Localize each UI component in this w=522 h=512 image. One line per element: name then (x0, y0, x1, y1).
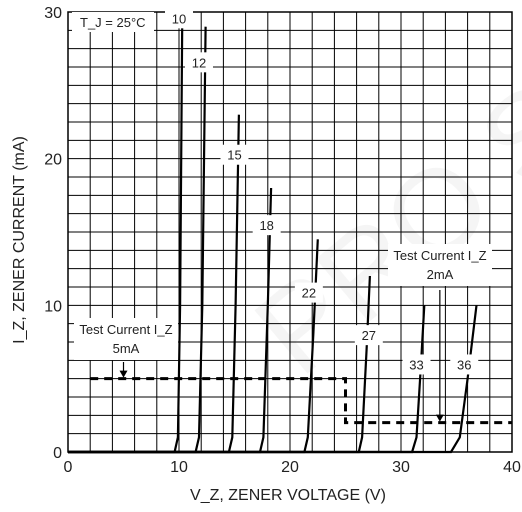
curve-label-box (252, 215, 281, 236)
x-tick-label: 20 (281, 459, 299, 476)
zener-curve-15 (68, 114, 240, 454)
y-axis-label: I_Z, ZENER CURRENT (mA) (11, 136, 28, 344)
tj-annotation-box (72, 12, 154, 32)
y-tick-label: 30 (44, 5, 62, 22)
curve-label-27: 27 (362, 328, 376, 343)
curve-label-box (184, 52, 213, 73)
curve-label-18: 18 (259, 218, 273, 233)
curve-label-box (402, 354, 431, 375)
curve-label-10: 10 (172, 11, 186, 26)
y-tick-label: 20 (44, 152, 62, 169)
x-tick-label: 10 (170, 459, 188, 476)
curve-labels: 10 12 15 18 22 27 33 36 (165, 8, 479, 375)
curve-label-33: 33 (409, 357, 423, 372)
curve-label-22: 22 (302, 286, 316, 301)
curve-label-box (354, 325, 383, 346)
test-current-5ma-label: Test Current I_Z (79, 322, 172, 337)
y-tick-label: 0 (53, 445, 62, 462)
curve-label-12: 12 (192, 55, 206, 70)
test-current-arrow-head (435, 414, 444, 422)
x-tick-label: 40 (503, 459, 521, 476)
x-axis-label: V_Z, ZENER VOLTAGE (V) (190, 487, 386, 504)
curve-label-box (165, 8, 193, 29)
curve-label-box (450, 354, 479, 375)
y-tick-label: 10 (44, 298, 62, 315)
test-current-arrow-head (119, 370, 128, 378)
test-current-lines (90, 290, 512, 425)
curve-label-box (294, 282, 323, 303)
tick-labels: 0 10 20 30 40 0 10 20 30 (44, 5, 521, 476)
test-current-2ma-value: 2mA (427, 267, 454, 282)
x-tick-label: 0 (64, 459, 73, 476)
test-current-5ma-box (74, 318, 178, 360)
zener-curve-12 (68, 26, 207, 454)
curve-label-36: 36 (457, 357, 471, 372)
grid (67, 11, 513, 453)
curve-label-15: 15 (227, 148, 241, 163)
tj-annotation: T_J = 25°C (80, 15, 146, 30)
zener-curves (68, 11, 478, 454)
x-tick-label: 30 (392, 459, 410, 476)
curve-label-box (220, 144, 249, 165)
test-current-dashed-line (90, 377, 512, 425)
test-current-2ma-label: Test Current I_Z (393, 248, 486, 263)
test-current-2ma-box (388, 244, 492, 286)
test-current-5ma-value: 5mA (113, 341, 140, 356)
zener-curve-36 (68, 305, 478, 454)
